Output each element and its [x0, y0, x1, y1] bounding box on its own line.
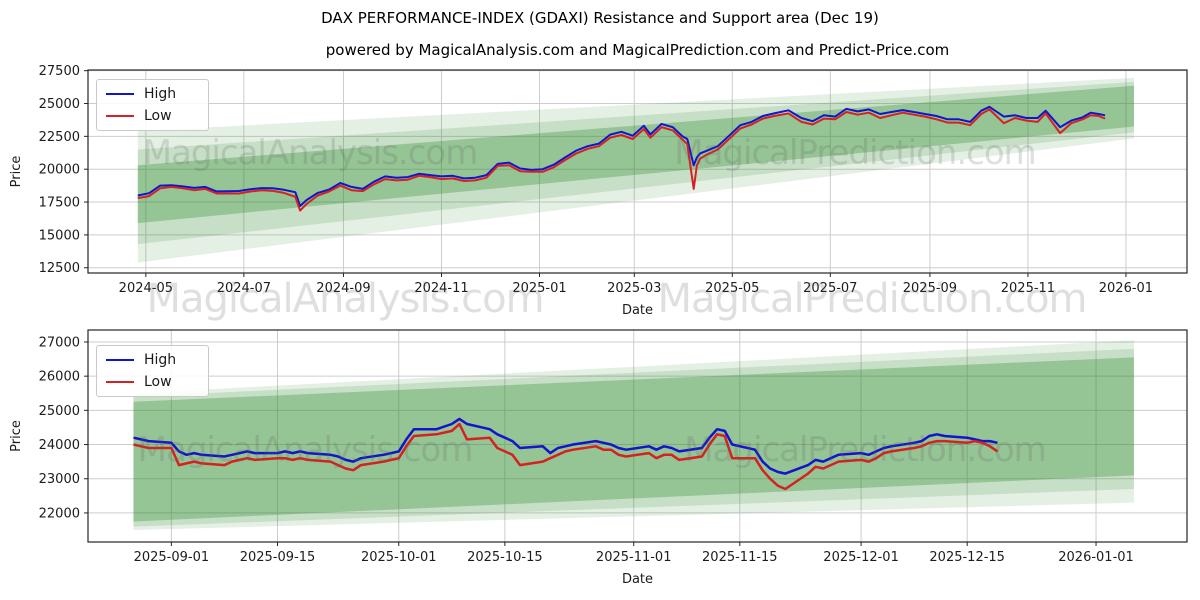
y-tick-label: 12500 — [39, 261, 80, 276]
legend-item-low: Low — [106, 109, 176, 123]
legend-zoom: High Low — [96, 345, 210, 397]
x-axis-label: Date — [622, 572, 653, 587]
y-axis-label: Price — [9, 420, 24, 452]
support-resistance-band — [137, 85, 1134, 224]
y-tick-label: 22500 — [39, 130, 80, 145]
x-tick-label: 2026-01 — [1099, 281, 1153, 296]
y-tick-label: 27000 — [39, 335, 80, 350]
x-tick-label: 2025-03 — [607, 281, 661, 296]
support-resistance-band — [133, 348, 1134, 527]
support-resistance-band — [133, 340, 1134, 531]
y-tick-label: 26000 — [39, 370, 80, 385]
legend-overview: High Low — [96, 79, 210, 131]
x-tick-label: 2025-01 — [512, 281, 566, 296]
x-tick-label: 2025-11 — [1001, 281, 1055, 296]
x-axis-label: Date — [622, 303, 653, 318]
x-tick-label: 2024-11 — [414, 281, 468, 296]
legend-item-high: High — [106, 353, 176, 367]
x-tick-label: 2025-05 — [705, 281, 759, 296]
plot-border — [87, 329, 1188, 543]
support-resistance-band — [133, 357, 1134, 522]
x-tick-label: 2024-07 — [217, 281, 271, 296]
high-line-swatch — [106, 359, 134, 361]
legend-label-low: Low — [144, 108, 172, 124]
x-tick-label: 2025-11-15 — [702, 550, 778, 565]
legend-item-high: High — [106, 87, 176, 101]
chart-overview: 2024-05 2024-07 2024-09 2024-11 2025-01 2025-… — [9, 64, 1188, 318]
plot-border — [87, 69, 1188, 274]
x-tick-label: 2024-05 — [119, 281, 173, 296]
legend-label-low: Low — [144, 374, 172, 390]
x-tick-label: 2025-12-15 — [929, 550, 1005, 565]
high-line-swatch — [106, 93, 134, 95]
y-axis-label: Price — [9, 156, 24, 188]
chart-zoom: 2025-09-01 2025-09-15 2025-10-01 2025-10-15… — [9, 329, 1188, 587]
x-tick-label: 2025-12-01 — [823, 550, 899, 565]
y-tick-label: 25000 — [39, 97, 80, 112]
y-tick-label: 17500 — [39, 196, 80, 211]
low-line — [133, 422, 999, 491]
x-tick-label: 2025-11-01 — [596, 550, 672, 565]
low-line-swatch — [106, 115, 134, 117]
y-tick-label: 22000 — [39, 506, 80, 521]
y-tick-label: 20000 — [39, 163, 80, 178]
chart-title: DAX PERFORMANCE-INDEX (GDAXI) Resistance… — [321, 9, 879, 27]
low-line — [137, 108, 1106, 212]
support-resistance-band — [137, 77, 1134, 263]
y-tick-label: 25000 — [39, 404, 80, 419]
x-tick-label: 2025-09-01 — [134, 550, 210, 565]
x-tick-label: 2025-10-15 — [467, 550, 543, 565]
high-line — [137, 105, 1106, 207]
legend-label-high: High — [144, 352, 177, 368]
x-tick-label: 2025-09-15 — [240, 550, 316, 565]
x-tick-label: 2025-09 — [903, 281, 957, 296]
x-tick-label: 2026-01-01 — [1058, 550, 1134, 565]
x-tick-label: 2024-09 — [316, 281, 370, 296]
y-tick-label: 24000 — [39, 438, 80, 453]
legend-label-high: High — [144, 86, 177, 102]
x-tick-label: 2025-10-01 — [361, 550, 437, 565]
chart-subtitle: powered by MagicalAnalysis.com and Magic… — [325, 41, 950, 59]
low-line-swatch — [106, 381, 134, 383]
support-resistance-band — [137, 81, 1134, 245]
high-line — [133, 417, 998, 475]
y-tick-label: 23000 — [39, 472, 80, 487]
x-tick-label: 2025-07 — [803, 281, 857, 296]
y-tick-label: 27500 — [39, 64, 80, 79]
y-tick-label: 15000 — [39, 228, 80, 243]
legend-item-low: Low — [106, 375, 176, 389]
